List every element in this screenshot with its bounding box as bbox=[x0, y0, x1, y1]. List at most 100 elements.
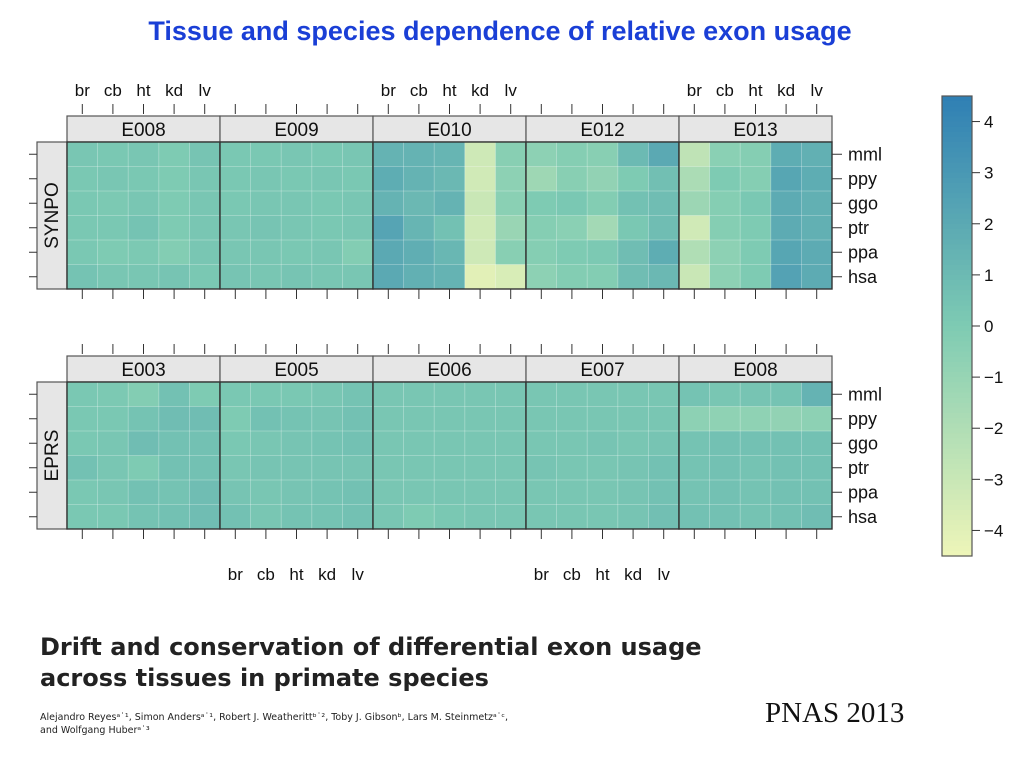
colorbar-swatch bbox=[942, 96, 972, 102]
heatmap-cell bbox=[281, 166, 313, 192]
heatmap-cell bbox=[709, 455, 741, 481]
colorbar-swatch bbox=[942, 136, 972, 143]
heatmap-cell bbox=[67, 480, 98, 505]
heatmap-cell bbox=[770, 142, 802, 167]
colorbar-swatch bbox=[942, 157, 972, 164]
heatmap-cell bbox=[403, 264, 435, 290]
tissue-label: br bbox=[381, 81, 396, 100]
heatmap-cell bbox=[403, 431, 435, 456]
exon-label: E008 bbox=[733, 360, 777, 381]
heatmap-cell bbox=[587, 431, 619, 456]
heatmap-cell bbox=[281, 455, 313, 481]
heatmap-cell bbox=[801, 142, 833, 167]
heatmap-cell bbox=[770, 191, 802, 216]
colorbar-swatch bbox=[942, 494, 972, 501]
heatmap-cell bbox=[311, 406, 343, 432]
colorbar-swatch bbox=[942, 280, 972, 286]
heatmap-cell bbox=[617, 166, 649, 192]
author-line-2: and Wolfgang Huberᵃ˙³ bbox=[40, 725, 150, 736]
exon-label: E012 bbox=[580, 120, 624, 141]
heatmap-cell bbox=[67, 406, 98, 432]
colorbar-swatch bbox=[942, 121, 972, 128]
heatmap-cell bbox=[342, 240, 374, 265]
heatmap-cell bbox=[495, 455, 527, 481]
exon-label: E006 bbox=[427, 360, 471, 381]
heatmap-cell bbox=[342, 504, 374, 530]
heatmap-cell bbox=[281, 215, 313, 241]
colorbar-swatch bbox=[942, 101, 972, 107]
colorbar-tick-label: −2 bbox=[984, 419, 1003, 438]
heatmap-cell bbox=[709, 215, 741, 241]
heatmap-cell bbox=[526, 455, 557, 481]
heatmap-cell bbox=[587, 504, 619, 530]
colorbar-swatch bbox=[942, 407, 972, 414]
heatmap-cell bbox=[617, 455, 649, 481]
heatmap-cell bbox=[526, 191, 557, 216]
heatmap-cell bbox=[648, 264, 680, 290]
colorbar-swatch bbox=[942, 269, 972, 276]
exon-strip bbox=[372, 355, 527, 383]
heatmap-cell bbox=[67, 431, 98, 456]
heatmap-cell bbox=[556, 240, 588, 265]
heatmap-cell bbox=[679, 191, 710, 216]
heatmap-cell bbox=[801, 264, 833, 290]
heatmap-cell bbox=[403, 406, 435, 432]
exon-strip bbox=[525, 115, 680, 143]
colorbar-swatch bbox=[942, 387, 972, 394]
colorbar-swatch bbox=[942, 423, 972, 429]
heatmap-cell bbox=[128, 191, 160, 216]
colorbar-swatch bbox=[942, 244, 972, 250]
colorbar-swatch bbox=[942, 484, 972, 491]
heatmap-cell bbox=[556, 215, 588, 241]
heatmap-cell bbox=[801, 431, 833, 456]
tissue-label: cb bbox=[410, 81, 428, 100]
heatmap-cell bbox=[403, 215, 435, 241]
heatmap-cell bbox=[648, 142, 680, 167]
heatmap-cell bbox=[373, 480, 404, 505]
colorbar-swatch bbox=[942, 116, 972, 123]
heatmap-cell bbox=[281, 240, 313, 265]
heatmap-cell bbox=[342, 191, 374, 216]
heatmap-cell bbox=[97, 431, 129, 456]
heatmap-cell bbox=[342, 406, 374, 432]
heatmap-cell bbox=[158, 406, 190, 432]
species-label: ptr bbox=[848, 458, 869, 478]
heatmap-cell bbox=[587, 455, 619, 481]
colorbar-swatch bbox=[942, 162, 972, 169]
heatmap-cell bbox=[403, 142, 435, 167]
heatmap-cell bbox=[464, 431, 496, 456]
tissue-label: kd bbox=[318, 565, 336, 584]
heatmap-cell bbox=[464, 504, 496, 530]
heatmap-cell bbox=[311, 215, 343, 241]
exon-label: E005 bbox=[274, 360, 318, 381]
heatmap-cell bbox=[587, 142, 619, 167]
tissue-label: ht bbox=[136, 81, 150, 100]
colorbar-swatch bbox=[942, 372, 972, 378]
heatmap-cell bbox=[770, 264, 802, 290]
heatmap-cell bbox=[250, 406, 282, 432]
heatmap-cell bbox=[617, 240, 649, 265]
species-label: hsa bbox=[848, 507, 878, 527]
colorbar-swatch bbox=[942, 382, 972, 388]
heatmap-cell bbox=[342, 215, 374, 241]
heatmap-cell bbox=[801, 166, 833, 192]
heatmap-cell bbox=[495, 406, 527, 432]
heatmap-cell bbox=[250, 240, 282, 265]
heatmap-cell bbox=[740, 480, 772, 505]
heatmap-cell bbox=[617, 215, 649, 241]
colorbar-tick-label: 2 bbox=[984, 215, 993, 234]
heatmap-cell bbox=[373, 166, 404, 192]
heatmap-cell bbox=[648, 215, 680, 241]
heatmap-cell bbox=[770, 240, 802, 265]
heatmap-cell bbox=[220, 455, 251, 481]
heatmap-cell bbox=[434, 480, 466, 505]
exon-strip bbox=[372, 115, 527, 143]
tissue-label: cb bbox=[563, 565, 581, 584]
heatmap-cell bbox=[220, 166, 251, 192]
colorbar-swatch bbox=[942, 315, 972, 322]
colorbar-swatch bbox=[942, 295, 972, 302]
heatmap-cell bbox=[220, 431, 251, 456]
heatmap-cell bbox=[648, 382, 680, 407]
heatmap-cell bbox=[342, 166, 374, 192]
heatmap-cell bbox=[342, 264, 374, 290]
